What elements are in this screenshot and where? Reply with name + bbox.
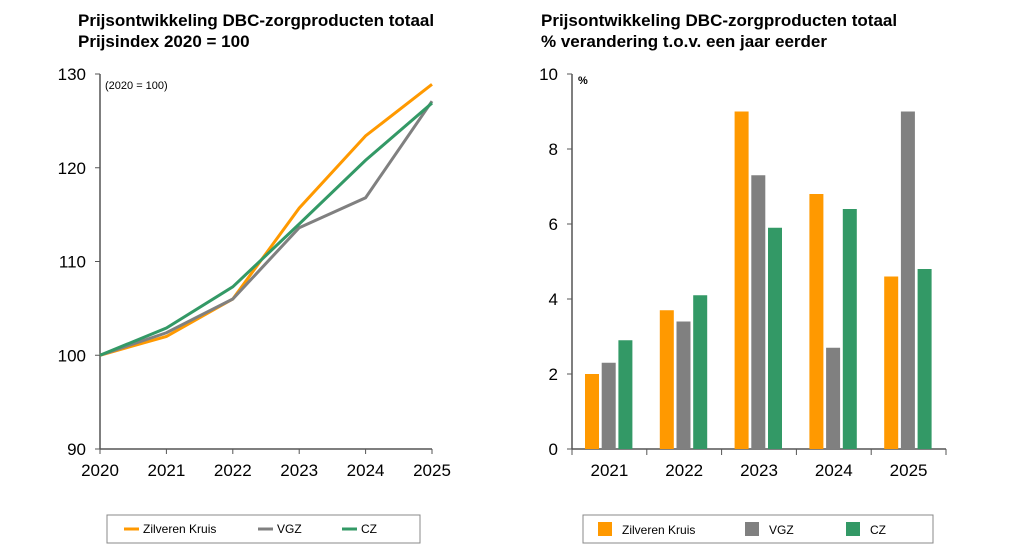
bar-vgz-2022	[676, 321, 691, 449]
left-y-tick-label: 110	[59, 253, 86, 272]
right-x-tick-label: 2021	[590, 461, 628, 480]
bar-cz-2021	[618, 340, 633, 449]
right-y-tick-label: 8	[549, 140, 558, 159]
right-y-tick-label: 2	[549, 365, 558, 384]
right-subtitle: % verandering t.o.v. een jaar eerder	[541, 32, 827, 51]
left-x-tick-label: 2025	[413, 461, 451, 480]
left-annotation: (2020 = 100)	[105, 80, 168, 92]
bar-cz-2024	[842, 209, 857, 449]
left-subtitle: Prijsindex 2020 = 100	[78, 32, 250, 51]
right-chart-title: Prijsontwikkeling DBC-zorgproducten tota…	[541, 10, 897, 52]
legend-label: VGZ	[277, 522, 302, 536]
bar-zilveren-kruis-2022	[659, 310, 674, 449]
left-x-tick-label: 2021	[147, 461, 185, 480]
bar-vgz-2021	[601, 362, 616, 449]
left-y-tick-label: 130	[58, 65, 86, 84]
right-x-tick-label: 2022	[665, 461, 703, 480]
bar-vgz-2024	[826, 347, 841, 449]
right-y-tick-label: 10	[539, 65, 558, 84]
left-y-tick-label: 90	[67, 440, 86, 459]
right-x-tick-label: 2025	[890, 461, 928, 480]
left-y-tick-label: 100	[58, 346, 86, 365]
left-x-tick-label: 2022	[214, 461, 252, 480]
left-y-tick-label: 120	[58, 159, 86, 178]
bar-zilveren-kruis-2024	[809, 194, 824, 449]
legend-swatch	[745, 522, 759, 536]
left-x-tick-label: 2020	[81, 461, 119, 480]
bar-cz-2025	[917, 269, 932, 449]
line-vgz	[99, 100, 434, 357]
legend-swatch	[846, 522, 860, 536]
legend-label: Zilveren Kruis	[143, 522, 216, 536]
right-y-tick-label: 6	[549, 215, 558, 234]
bar-zilveren-kruis-2023	[734, 111, 749, 449]
bar-vgz-2023	[751, 175, 766, 449]
line-cz	[99, 101, 433, 357]
right-x-tick-label: 2024	[815, 461, 853, 480]
line-zilveren-kruis	[99, 83, 433, 357]
right-y-tick-label: 4	[549, 290, 558, 309]
left-title: Prijsontwikkeling DBC-zorgproducten tota…	[78, 11, 435, 30]
right-x-tick-label: 2023	[740, 461, 778, 480]
legend-label: VGZ	[769, 523, 794, 537]
left-x-tick-label: 2023	[280, 461, 318, 480]
legend-swatch	[598, 522, 612, 536]
bar-cz-2023	[768, 227, 782, 449]
bar-zilveren-kruis-2025	[884, 276, 899, 449]
legend-label: Zilveren Kruis	[622, 523, 695, 537]
left-chart-title: Prijsontwikkeling DBC-zorgproducten tota…	[78, 10, 434, 52]
left-x-tick-label: 2024	[347, 461, 385, 480]
right-title: Prijsontwikkeling DBC-zorgproducten tota…	[541, 11, 898, 30]
legend-label: CZ	[361, 522, 377, 536]
bar-vgz-2025	[900, 111, 915, 449]
right-y-tick-label: 0	[549, 440, 558, 459]
right-legend	[582, 514, 934, 544]
bar-zilveren-kruis-2021	[585, 374, 599, 449]
right-y-label: %	[578, 75, 588, 87]
bar-cz-2022	[693, 295, 708, 449]
legend-label: CZ	[870, 523, 886, 537]
